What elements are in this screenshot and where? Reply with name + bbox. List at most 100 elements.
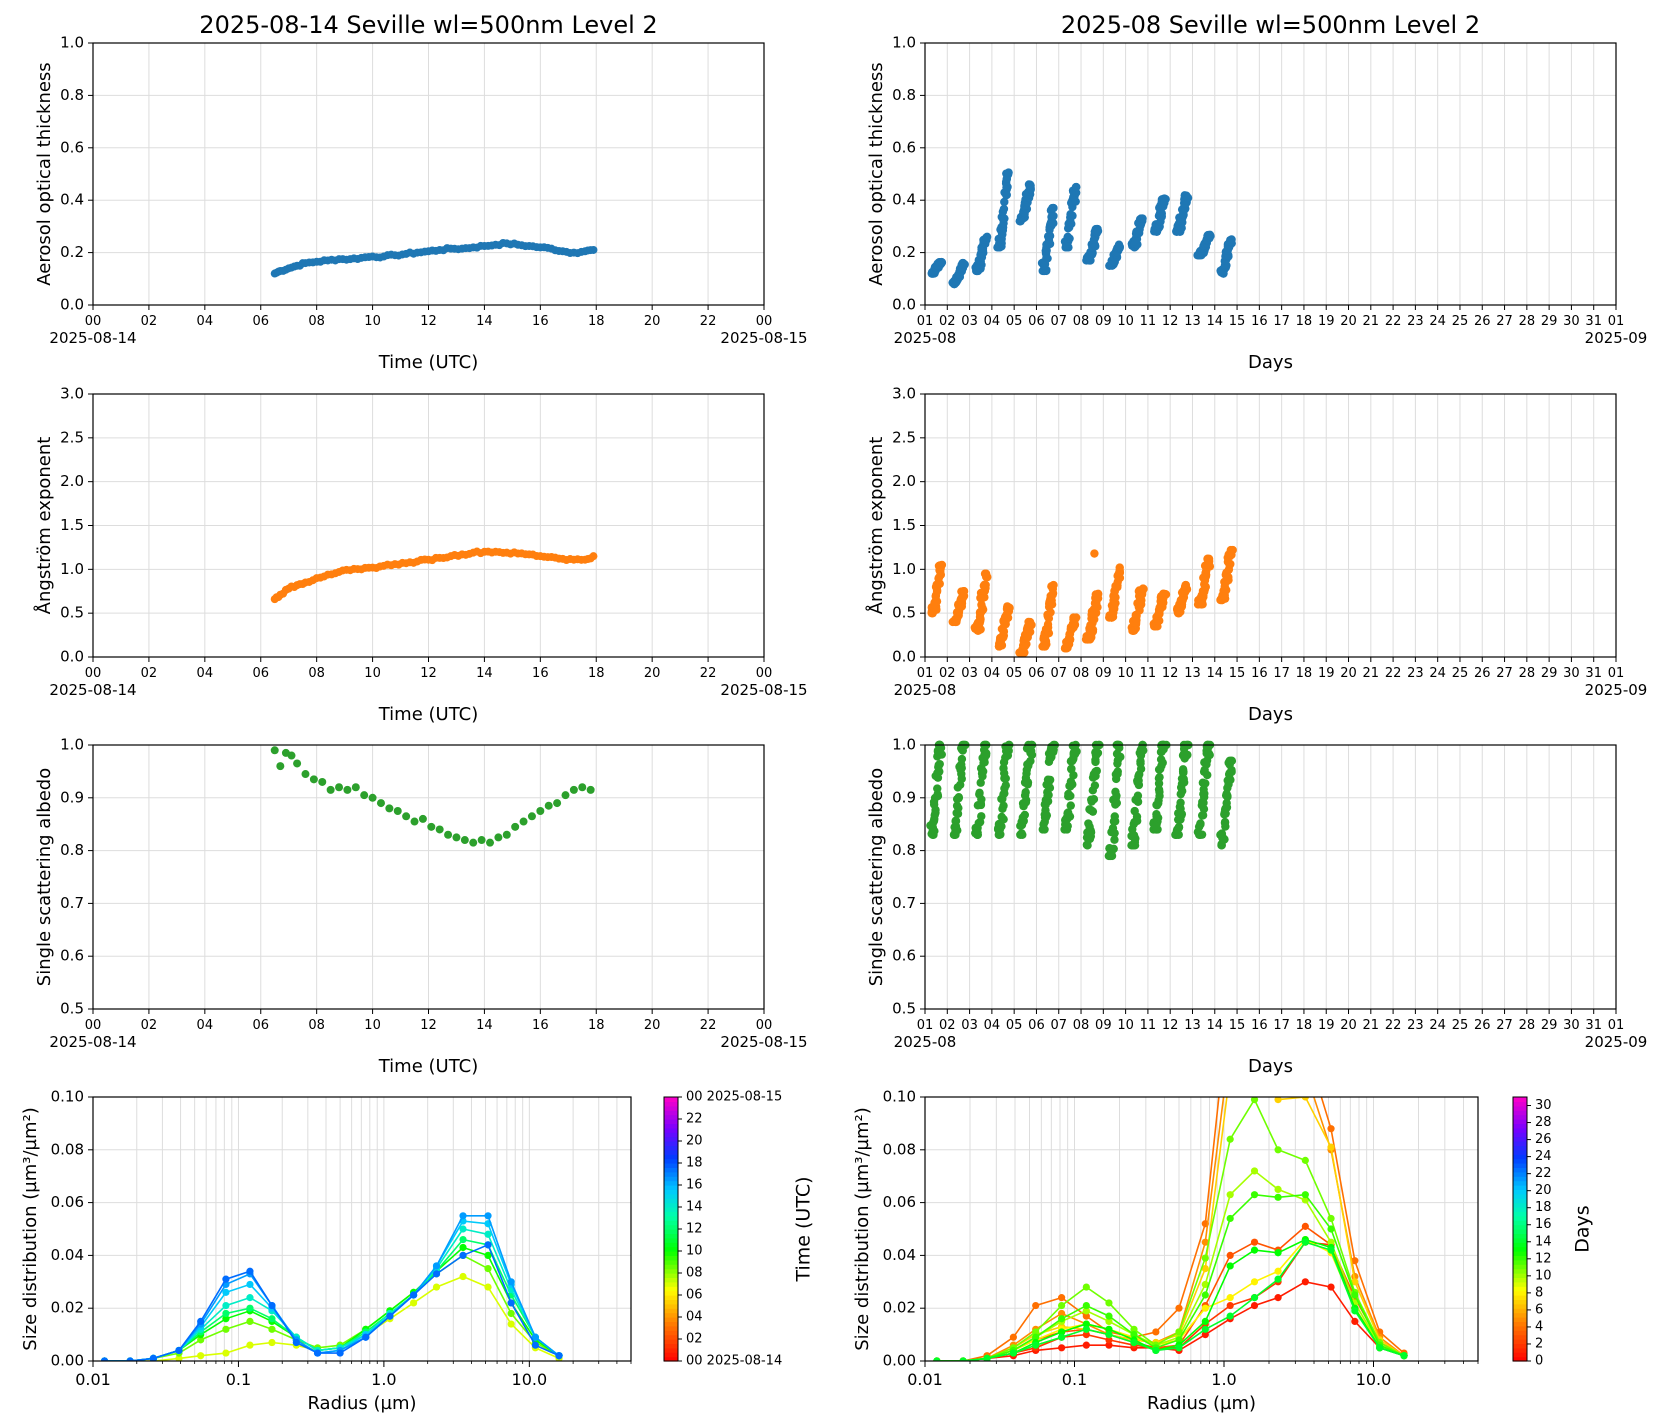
y-tick-label: 1.0 [892, 736, 916, 754]
series-marker [1250, 1246, 1259, 1254]
x-tick-label: 19 [1318, 314, 1335, 329]
data-point [1025, 181, 1034, 191]
series-marker [197, 1336, 205, 1344]
data-point [1071, 182, 1081, 192]
x-axis-label: Days [1248, 352, 1293, 373]
series-marker [983, 1354, 991, 1361]
x-tick-label: 10 [364, 1018, 381, 1033]
series-marker [1250, 1097, 1259, 1104]
data-point [1201, 779, 1210, 788]
data-point [1177, 809, 1187, 819]
colorbar-segment [664, 1180, 678, 1186]
x-tick-label: 23 [1407, 1018, 1424, 1033]
colorbar-segment [664, 1303, 678, 1309]
x-axis-label: Days [1248, 1056, 1293, 1077]
x-tick-sublabel-end: 2025-08-15 [720, 1033, 807, 1051]
data-point [1048, 589, 1058, 598]
y-tick-label: 0.6 [60, 138, 84, 156]
colorbar-segment [664, 1198, 678, 1204]
y-axis-label: Single scattering albedo [34, 768, 55, 986]
colorbar-segment [1513, 1273, 1527, 1278]
series-marker [313, 1349, 322, 1357]
series-marker [1105, 1331, 1113, 1339]
x-tick-label: 14 [1207, 666, 1224, 681]
x-tick-label: 17 [1273, 314, 1290, 329]
colorbar-segment [1513, 1295, 1527, 1300]
series-marker [336, 1349, 344, 1357]
y-tick-label: 0.0 [60, 296, 84, 314]
x-tick-label: 20 [644, 666, 661, 681]
colorbar-label: Time (UTC) [793, 1176, 815, 1282]
axes-frame [92, 1096, 632, 1362]
x-tick-label: 01 [1608, 1018, 1625, 1033]
x-tick-sublabel-end: 2025-08-15 [720, 681, 807, 699]
data-point [287, 751, 296, 760]
data-point [1003, 751, 1013, 760]
colorbar-segment [664, 1097, 678, 1102]
colorbar-segment [664, 1189, 678, 1195]
x-tick-label: 08 [308, 666, 325, 681]
x-tick-label: 1.0 [371, 1370, 396, 1389]
colorbar-segment [664, 1251, 678, 1256]
colorbar-segment [664, 1167, 678, 1173]
data-point [1205, 750, 1214, 760]
x-tick-label: 20 [644, 314, 661, 329]
series-line [936, 1097, 1405, 1361]
data-point [980, 569, 990, 578]
x-tick-label: 02 [141, 314, 158, 329]
y-tick-label: 0.04 [51, 1246, 84, 1264]
data-point [1157, 747, 1166, 756]
colorbar-segment [1513, 1308, 1527, 1314]
colorbar-segment [664, 1295, 678, 1300]
series-marker [1301, 1222, 1309, 1230]
x-tick-label: 10 [364, 314, 381, 329]
x-tick-label: 24 [1429, 1018, 1446, 1033]
series-line [936, 1169, 1405, 1361]
x-tick-label: 0.1 [226, 1370, 251, 1389]
colorbar-segment [664, 1163, 678, 1168]
series-marker [386, 1312, 394, 1320]
data-point [1199, 798, 1208, 808]
data-point [1178, 767, 1188, 776]
x-tick-sublabel-start: 2025-08-14 [49, 329, 136, 347]
series-marker [1105, 1325, 1113, 1333]
series-marker [1201, 1304, 1209, 1312]
data-point [1087, 806, 1096, 815]
y-axis-label: Ångström exponent [865, 437, 887, 615]
series-marker [459, 1225, 467, 1233]
x-tick-label: 09 [1095, 314, 1112, 329]
series-marker [1201, 1280, 1209, 1289]
colorbar-segment [1513, 1114, 1527, 1120]
colorbar-tick-label: 20 [686, 1134, 703, 1149]
series-marker [484, 1283, 492, 1291]
y-tick-label: 3.0 [892, 385, 916, 403]
series-marker [1327, 1283, 1335, 1291]
x-tick-label: 16 [1251, 666, 1268, 681]
series-marker [1082, 1325, 1090, 1333]
series-marker [1250, 1301, 1259, 1310]
x-tick-label: 11 [1140, 314, 1157, 329]
colorbar-segment [1513, 1189, 1527, 1195]
x-tick-label: 10 [364, 666, 381, 681]
data-point [351, 783, 360, 792]
y-tick-label: 0.00 [51, 1352, 84, 1370]
series-marker [1105, 1317, 1113, 1325]
colorbar-tick-label: 10 [686, 1244, 703, 1259]
x-tick-label: 10 [1117, 314, 1134, 329]
series-marker [484, 1230, 492, 1238]
series-marker [1082, 1301, 1090, 1310]
data-points [927, 545, 1237, 657]
x-tick-label: 27 [1496, 1018, 1513, 1033]
data-points [270, 547, 598, 604]
x-tick-label: 00 [85, 1018, 102, 1033]
data-point [1130, 837, 1140, 847]
colorbar-segment [1513, 1325, 1527, 1331]
colorbar-segment [1513, 1180, 1527, 1186]
colorbar-segment [1513, 1339, 1527, 1344]
x-tick-label: 15 [1229, 666, 1246, 681]
data-point [536, 807, 545, 815]
x-tick-label: 14 [476, 314, 493, 329]
data-point [360, 791, 369, 800]
series-marker [1274, 1267, 1282, 1275]
